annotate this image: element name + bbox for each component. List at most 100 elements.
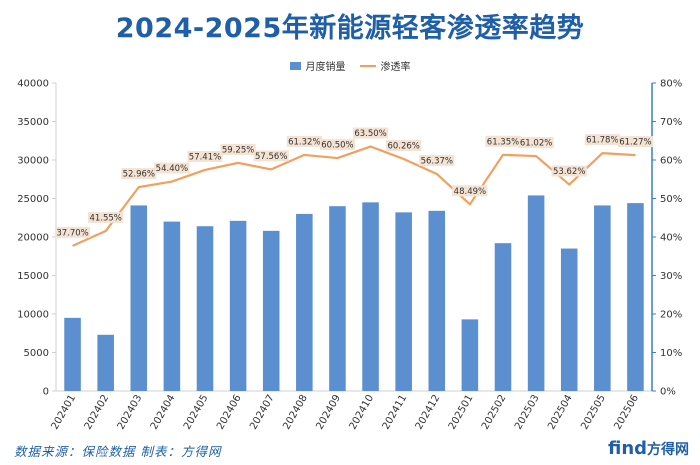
data-label-bg (319, 139, 356, 151)
left-axis-tick-label: 20000 (17, 233, 49, 244)
left-axis-tick-label: 25000 (17, 194, 49, 205)
x-axis-tick-label: 202410 (348, 393, 377, 432)
data-label: 61.32% (288, 137, 320, 147)
x-axis-tick-label: 202505 (579, 393, 608, 432)
right-axis-tick-label: 30% (660, 271, 682, 282)
x-axis-tick-label: 202401 (50, 393, 79, 432)
data-label-bg (452, 185, 488, 197)
right-axis-tick-label: 10% (660, 348, 682, 359)
data-label: 37.70% (56, 228, 88, 238)
data-label-bg (617, 136, 654, 148)
x-axis-tick-label: 202405 (182, 393, 211, 432)
data-label: 60.50% (321, 141, 353, 151)
bar (527, 195, 545, 391)
left-axis-tick-label: 0 (43, 387, 49, 398)
bar (97, 334, 114, 391)
data-label-bg (187, 150, 223, 162)
x-axis-tick-label: 202502 (480, 393, 509, 432)
bar (494, 243, 512, 391)
legend-item-bar: 月度销量 (289, 58, 346, 73)
data-label: 63.50% (354, 129, 386, 139)
bar (395, 212, 412, 391)
bar (362, 202, 379, 391)
bar (594, 205, 611, 391)
data-label-bg (518, 137, 554, 149)
x-axis-tick-label: 202402 (83, 393, 112, 432)
data-label-bg (286, 135, 322, 147)
data-label: 61.35% (487, 137, 519, 147)
data-label: 48.49% (454, 187, 486, 197)
legend-bar-swatch (289, 61, 301, 70)
x-axis-tick-label: 202409 (314, 393, 343, 432)
data-label-bg (584, 134, 620, 146)
data-label-bg (352, 127, 389, 139)
data-label-bg (419, 154, 455, 166)
data-label-bg (154, 162, 190, 174)
x-axis-tick-label: 202407 (248, 393, 277, 432)
penetration-line (72, 145, 636, 247)
data-label: 61.02% (520, 139, 552, 149)
right-axis-tick-label: 0% (660, 387, 676, 398)
watermark-main: find (608, 438, 648, 459)
data-label-bg (88, 212, 124, 224)
left-axis-tick-label: 10000 (17, 310, 49, 321)
bar (461, 319, 479, 391)
data-label: 61.27% (619, 138, 651, 148)
right-axis-tick-label: 60% (660, 156, 682, 167)
right-axis-tick-label: 70% (660, 117, 682, 128)
right-axis-tick-label: 20% (660, 310, 682, 321)
left-axis-tick-label: 35000 (17, 117, 49, 128)
bar (296, 213, 313, 391)
source-note: 数据来源：保险数据 制表：方得网 (14, 444, 222, 459)
data-label: 56.37% (421, 156, 453, 166)
legend-line-swatch (359, 64, 376, 67)
x-axis-tick-label: 202406 (215, 393, 244, 432)
right-axis-tick-label: 80% (660, 79, 682, 90)
legend: 月度销量 渗透率 (0, 58, 700, 73)
data-label: 41.55% (89, 214, 121, 224)
watermark-logo: find方得网 (608, 440, 689, 459)
bar (329, 206, 346, 391)
data-label: 54.40% (156, 164, 188, 174)
legend-line-label: 渗透率 (380, 62, 411, 73)
bar (229, 220, 247, 391)
data-label-bg (485, 135, 521, 147)
bar (64, 317, 81, 391)
legend-bar-label: 月度销量 (305, 62, 346, 73)
data-label: 53.62% (553, 167, 585, 177)
chart-title: 2024-2025年新能源轻客渗透率趋势 (115, 13, 585, 44)
data-label-bg (121, 168, 157, 180)
data-label-bg (253, 150, 289, 162)
left-axis-tick-label: 30000 (17, 156, 49, 167)
data-label: 57.56% (255, 152, 287, 162)
data-label: 52.96% (123, 170, 155, 180)
x-axis-tick-label: 202412 (414, 393, 443, 432)
legend-item-line: 渗透率 (359, 58, 411, 73)
data-label: 57.41% (189, 152, 221, 162)
data-label: 59.25% (222, 145, 254, 155)
x-axis-tick-label: 202408 (281, 393, 310, 432)
bar (428, 210, 446, 391)
data-label-bg (54, 226, 91, 238)
data-label: 61.78% (586, 136, 618, 146)
right-axis-tick-label: 50% (660, 194, 682, 205)
watermark-cn: 方得网 (647, 442, 690, 458)
x-axis-tick-label: 202504 (546, 393, 575, 432)
x-axis-tick-label: 202404 (149, 393, 178, 432)
bar (163, 221, 181, 391)
data-label-bg (551, 165, 587, 177)
left-axis-tick-label: 40000 (17, 79, 49, 90)
bar (196, 226, 214, 391)
x-axis-tick-label: 202506 (612, 393, 641, 432)
left-axis-tick-label: 5000 (24, 348, 49, 359)
left-axis-tick-label: 15000 (17, 271, 49, 282)
x-axis-tick-label: 202411 (381, 393, 410, 432)
x-axis-tick-label: 202403 (116, 393, 145, 432)
bar (560, 248, 578, 391)
bar (130, 205, 148, 391)
data-label-bg (220, 143, 256, 155)
x-axis-tick-label: 202503 (513, 393, 542, 432)
data-label-bg (386, 139, 422, 151)
bar (627, 203, 644, 391)
